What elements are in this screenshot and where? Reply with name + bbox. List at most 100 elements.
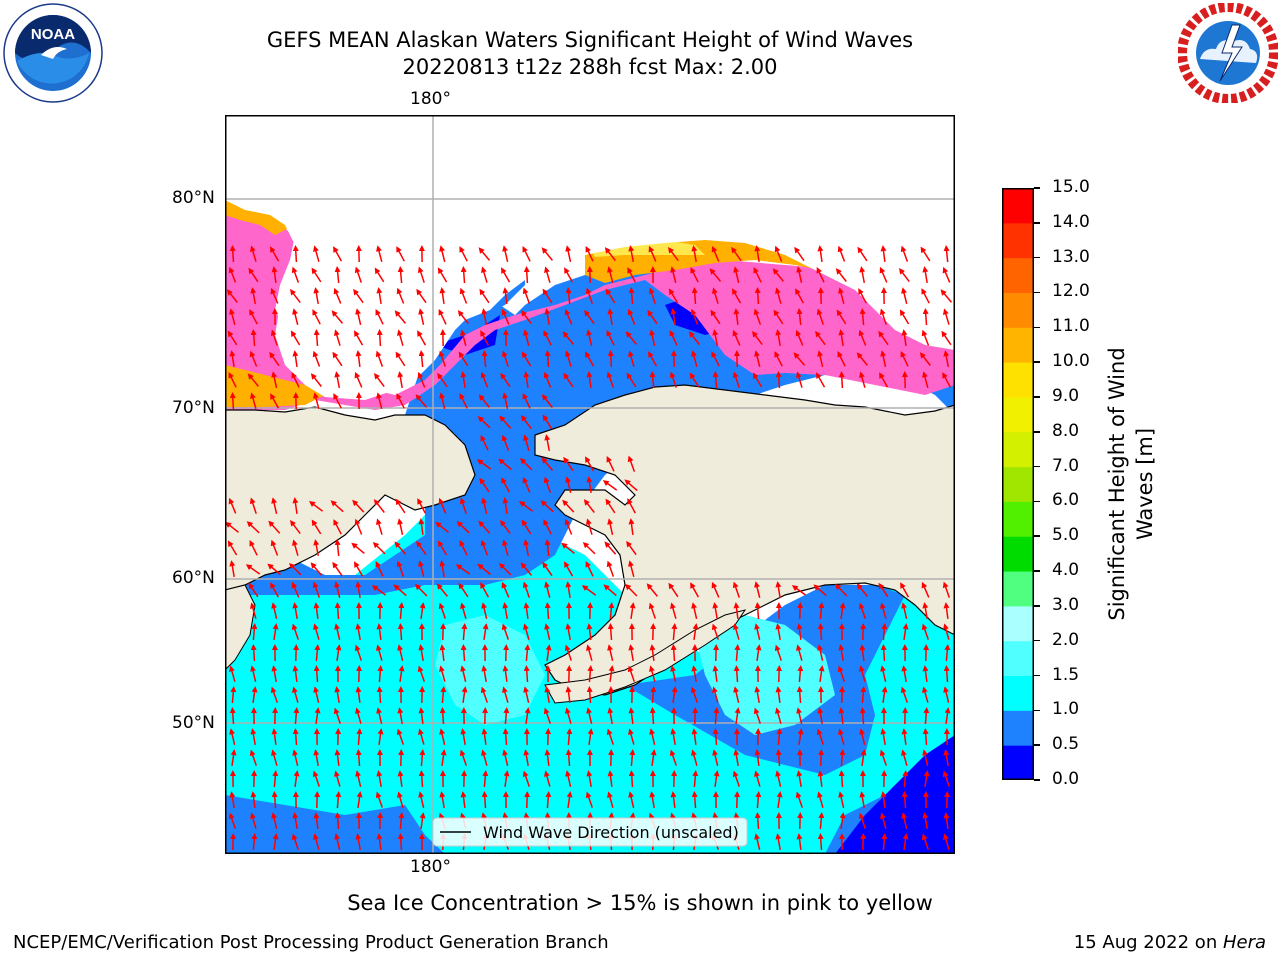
wave-direction-arrow (270, 329, 278, 346)
wave-direction-arrow (604, 247, 616, 261)
legend-label: Wind Wave Direction (unscaled) (483, 823, 739, 842)
wave-direction-arrow (333, 707, 342, 724)
wave-direction-arrow (334, 749, 341, 766)
wave-direction-arrow (691, 791, 698, 809)
wave-direction-arrow (775, 329, 782, 347)
wave-direction-arrow (502, 245, 509, 262)
wave-direction-arrow (817, 770, 824, 787)
wave-direction-arrow (899, 309, 910, 325)
wave-direction-arrow (418, 560, 425, 577)
wave-direction-arrow (397, 518, 404, 535)
wave-direction-arrow (501, 581, 510, 598)
wave-direction-arrow (582, 542, 596, 555)
wave-direction-arrow (458, 351, 469, 367)
wave-direction-arrow (293, 707, 300, 725)
colorbar (1002, 188, 1034, 780)
wave-direction-arrow (245, 564, 261, 575)
wave-direction-arrow (710, 309, 721, 325)
wave-direction-arrow (543, 707, 552, 724)
wave-direction-arrow (818, 665, 825, 683)
wave-direction-arrow (459, 393, 468, 409)
wave-direction-arrow (457, 310, 469, 324)
colorbar-tick-label: 7.0 (1052, 455, 1080, 476)
wave-direction-arrow (691, 602, 698, 619)
wave-direction-arrow (460, 266, 467, 284)
wave-direction-arrow (334, 833, 341, 850)
wave-direction-arrow (397, 770, 404, 787)
wave-field-blue-south (225, 765, 955, 854)
wave-direction-arrow (607, 707, 614, 725)
wave-direction-arrow (838, 791, 845, 808)
wave-direction-arrow (858, 602, 867, 619)
wave-direction-arrow (481, 602, 488, 619)
wave-direction-arrow (481, 728, 488, 745)
colorbar-segment (1002, 745, 1034, 780)
wave-direction-arrow (754, 812, 761, 830)
wave-direction-arrow (733, 602, 740, 619)
wave-direction-arrow (587, 728, 594, 746)
wave-direction-arrow (942, 372, 951, 388)
wave-direction-arrow (291, 623, 300, 640)
wave-direction-arrow (733, 308, 740, 325)
wave-direction-arrow (481, 350, 488, 368)
wave-direction-arrow (878, 330, 889, 346)
wave-direction-arrow (859, 665, 866, 682)
wave-direction-arrow (921, 329, 930, 346)
wave-direction-arrow (523, 371, 530, 389)
wave-direction-arrow (376, 392, 383, 409)
wave-direction-arrow (816, 728, 825, 745)
wave-direction-arrow (479, 477, 490, 493)
colorbar-tick-mark (1034, 639, 1040, 642)
wave-direction-arrow (419, 749, 426, 767)
wave-direction-arrow (566, 791, 573, 809)
wave-direction-arrow (229, 728, 236, 745)
wave-direction-arrow (943, 833, 950, 850)
wave-direction-arrow (879, 308, 887, 325)
wave-direction-arrow (690, 267, 699, 283)
colorbar-segment (1002, 675, 1034, 711)
wave-direction-arrow (670, 644, 677, 662)
wave-direction-arrow (583, 499, 595, 513)
wave-direction-arrow (943, 686, 950, 703)
wave-direction-arrow (271, 749, 278, 766)
wave-direction-arrow (376, 245, 383, 262)
wave-direction-arrow (270, 686, 279, 703)
wave-direction-arrow (375, 560, 384, 577)
wave-direction-arrow (458, 582, 469, 598)
wave-direction-arrow (352, 499, 365, 513)
wave-direction-arrow (520, 309, 532, 325)
wave-direction-arrow (518, 500, 534, 512)
wave-direction-arrow (540, 500, 554, 513)
wave-direction-arrow (795, 791, 804, 808)
graticule (225, 115, 955, 854)
lon-label-top: 180° (410, 89, 451, 109)
wave-direction-arrow (671, 623, 678, 641)
wave-direction-arrow (943, 812, 950, 829)
wave-direction-arrow (901, 791, 908, 809)
wave-direction-arrow (542, 561, 553, 577)
wave-direction-arrow (713, 707, 720, 725)
wave-direction-arrow (334, 602, 341, 620)
colorbar-segment (1002, 327, 1034, 363)
wave-direction-arrow (835, 583, 848, 597)
wave-direction-arrow (754, 350, 761, 367)
wave-direction-arrow (523, 665, 530, 683)
colorbar-tick-mark (1034, 779, 1040, 781)
wave-direction-arrow (585, 456, 595, 472)
wave-direction-arrow (415, 394, 428, 408)
wave-direction-arrow (249, 497, 257, 514)
wave-direction-arrow (565, 686, 572, 703)
wave-direction-arrow (901, 812, 908, 829)
wave-direction-arrow (479, 288, 490, 304)
wave-direction-arrow (561, 542, 575, 554)
wave-direction-arrow (416, 540, 427, 556)
colorbar-segment (1002, 710, 1034, 746)
wave-direction-arrow (606, 330, 615, 346)
wave-direction-arrow (859, 308, 866, 326)
wave-direction-arrow (881, 623, 888, 641)
wave-direction-arrow (272, 770, 279, 788)
wave-field-deep-blue-arctic (435, 295, 745, 355)
wave-direction-arrow (522, 581, 531, 598)
wave-direction-arrow (314, 644, 321, 662)
wave-direction-arrow (225, 521, 239, 533)
